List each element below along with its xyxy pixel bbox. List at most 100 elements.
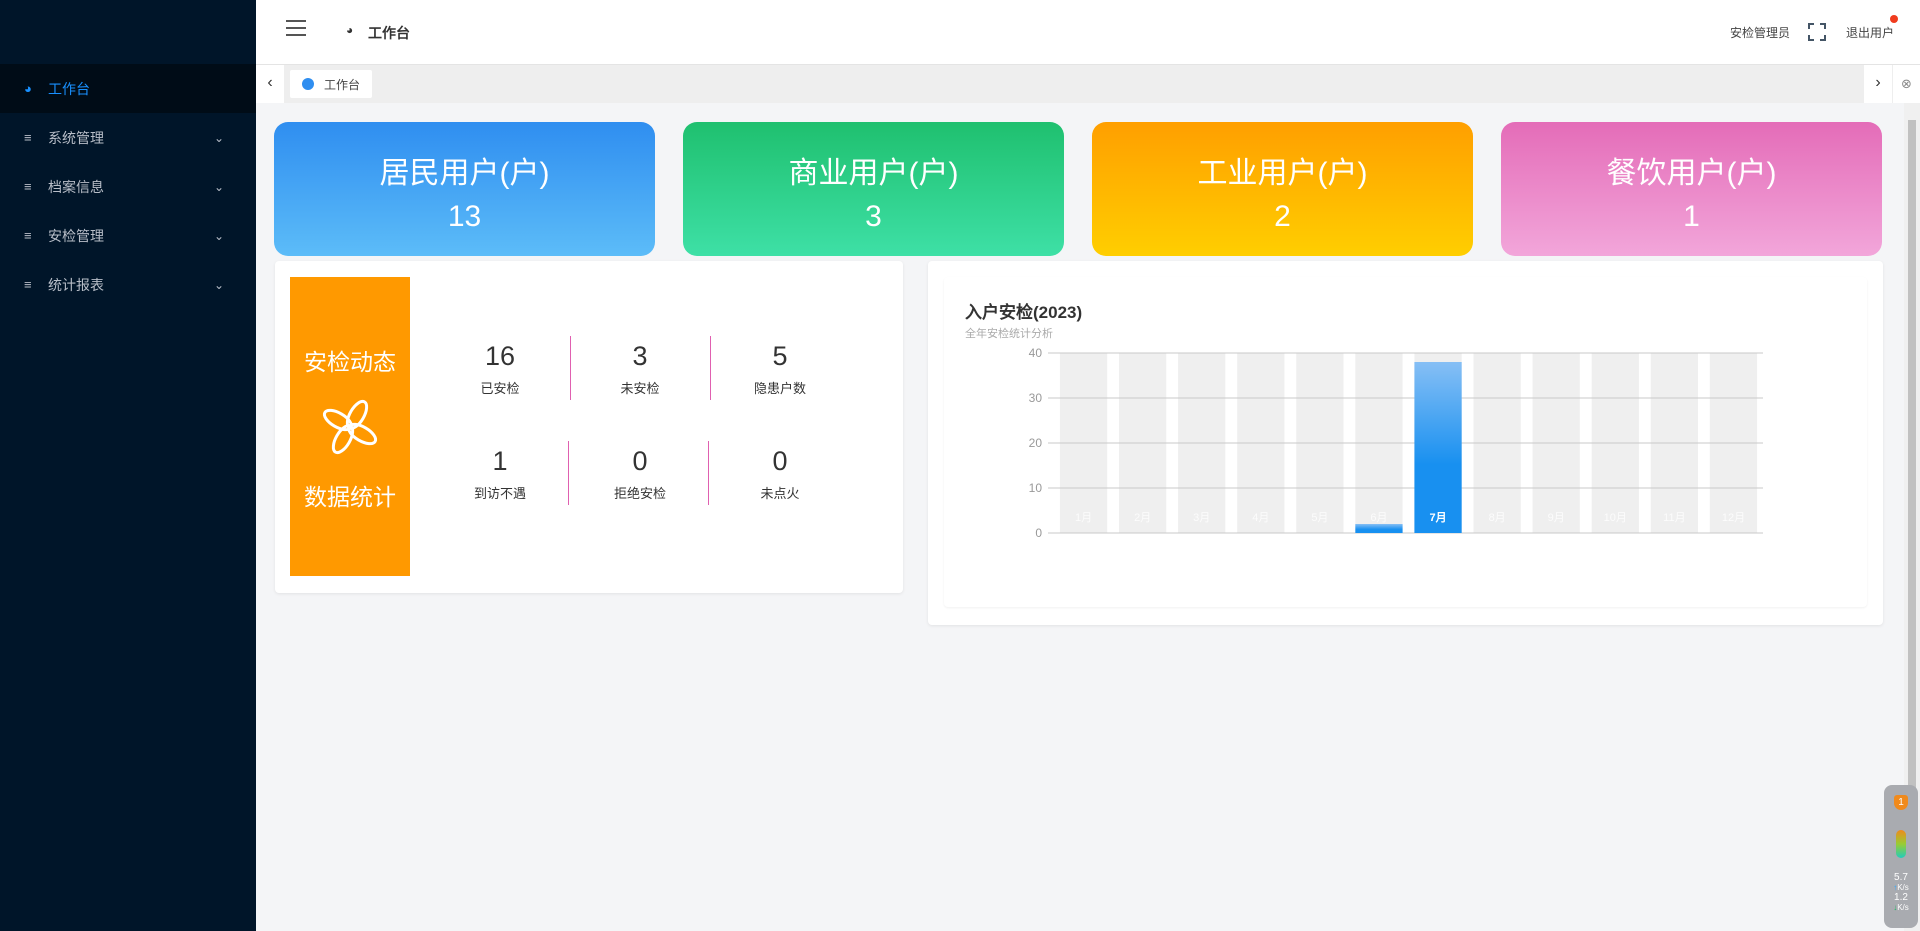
card-title: 工业用户(户): [1197, 157, 1368, 190]
stat-item: 3 未安检: [570, 341, 710, 397]
hamburger-icon[interactable]: [286, 20, 306, 36]
stat-value: 3: [632, 341, 648, 371]
tab-bar: ‹ 工作台 › ⊗: [256, 64, 1920, 103]
tab-label: 工作台: [324, 77, 361, 92]
sidebar-item-archive[interactable]: ≡ 档案信息 ⌄: [0, 162, 256, 211]
chart-card: 入户安检(2023) 全年安检统计分析 0 10 20 30 40 1月 2月 3月 4月 5月 6…: [944, 277, 1867, 607]
bar-6月: [1355, 524, 1403, 533]
chart-subtitle: 全年安检统计分析: [965, 328, 1053, 340]
sidebar-item-inspection[interactable]: ≡ 安检管理 ⌄: [0, 211, 256, 260]
header: ◕ 工作台 安检管理员 退出用户: [256, 0, 1920, 64]
stat-value: 0: [632, 446, 648, 476]
stat-value: 16: [484, 341, 516, 371]
dynamics-banner: 安检动态 数据统计: [290, 277, 410, 576]
planet-icon: ◕: [346, 23, 354, 37]
stat-value: 5: [772, 341, 788, 371]
stat-label: 未安检: [620, 381, 660, 396]
close-all-tabs-icon[interactable]: ⊗: [1893, 65, 1920, 103]
logout-button[interactable]: 退出用户: [1845, 26, 1894, 40]
tab-scroll-right-icon[interactable]: ›: [1864, 65, 1892, 103]
menu-lines-icon: ≡: [24, 179, 32, 194]
x-tick-label: 11月: [1663, 512, 1685, 524]
user-count-card[interactable]: 工业用户(户) 2: [1092, 122, 1473, 256]
fan-icon: [322, 399, 378, 455]
x-tick-label: 6月: [1370, 512, 1387, 524]
card-title: 商业用户(户): [788, 157, 959, 190]
bar-7月: [1414, 362, 1462, 533]
x-tick-label: 2月: [1134, 512, 1151, 524]
y-tick-label: 0: [1035, 526, 1042, 540]
stat-label: 到访不遇: [473, 486, 526, 501]
tab-workbench[interactable]: 工作台: [290, 70, 372, 98]
card-value: 3: [865, 200, 882, 233]
active-dot-icon: [302, 78, 314, 90]
planet-icon: ◕: [24, 81, 32, 96]
menu-lines-icon: ≡: [24, 130, 32, 145]
unit: K/s: [1897, 883, 1909, 892]
user-count-card[interactable]: 餐饮用户(户) 1: [1501, 122, 1882, 256]
x-tick-label: 8月: [1489, 512, 1506, 524]
sidebar-item-label: 安检管理: [48, 227, 104, 244]
dynamics-title: 安检动态: [304, 349, 396, 375]
card-title: 居民用户(户): [379, 157, 550, 190]
chevron-down-icon: ⌄: [213, 228, 224, 243]
upload-speed: 5.7: [1894, 872, 1908, 883]
chart-panel: 入户安检(2023) 全年安检统计分析 0 10 20 30 40 1月 2月 3月 4月 5月 6…: [928, 261, 1883, 625]
sidebar-item-label: 档案信息: [48, 178, 104, 195]
stat-item: 5 隐患户数: [710, 341, 850, 397]
user-count-card[interactable]: 商业用户(户) 3: [683, 122, 1064, 256]
card-value: 1: [1683, 200, 1700, 233]
gauge-icon: [1896, 830, 1906, 858]
card-value: 2: [1274, 200, 1291, 233]
notification-dot: [1890, 15, 1898, 23]
user-count-card[interactable]: 居民用户(户) 13: [274, 122, 655, 256]
stat-label: 已安检: [480, 381, 520, 396]
bar-chart: 0 10 20 30 40 1月 2月 3月 4月 5月 6月 7月 8月 9月 10月 11月 12月: [1029, 346, 1763, 540]
x-tick-label: 9月: [1548, 512, 1565, 524]
stat-item: 1 到访不遇: [430, 446, 570, 502]
tab-scroll-left-icon[interactable]: ‹: [256, 65, 284, 103]
sidebar-item-system[interactable]: ≡ 系统管理 ⌄: [0, 113, 256, 162]
stat-item: 16 已安检: [430, 341, 570, 397]
stat-item: 0 拒绝安检: [570, 446, 710, 502]
x-tick-label: 1月: [1075, 512, 1092, 524]
breadcrumb: 工作台: [368, 25, 410, 41]
sidebar-item-reports[interactable]: ≡ 统计报表 ⌄: [0, 260, 256, 309]
x-tick-label: 3月: [1193, 512, 1210, 524]
chevron-down-icon: ⌄: [213, 179, 224, 194]
chevron-down-icon: ⌄: [213, 277, 224, 292]
menu-lines-icon: ≡: [24, 228, 32, 243]
stat-label: 拒绝安检: [613, 486, 666, 501]
stat-value: 1: [492, 446, 508, 476]
shield-badge-icon: 1: [1894, 795, 1908, 810]
y-tick-label: 10: [1029, 481, 1043, 495]
inspection-dynamics-panel: 安检动态 数据统计 16 已安检 3 未安检 5 隐患户数 1 到访不遇 0 拒绝安检 0 未点火: [275, 261, 903, 593]
sidebar-item-label: 工作台: [48, 80, 90, 97]
stat-label: 未点火: [760, 486, 800, 501]
menu-lines-icon: ≡: [24, 277, 32, 292]
fullscreen-icon[interactable]: [1808, 23, 1826, 41]
network-widget[interactable]: 1 5.7 ↑K/s 1.2 ↓K/s: [1884, 785, 1918, 928]
chart-title: 入户安检(2023): [965, 303, 1083, 322]
stat-label: 隐患户数: [753, 381, 806, 396]
unit: K/s: [1897, 903, 1909, 912]
download-speed: 1.2: [1894, 892, 1908, 903]
card-title: 餐饮用户(户): [1606, 157, 1777, 190]
chevron-down-icon: ⌄: [213, 130, 224, 145]
sidebar-item-workbench[interactable]: ◕ 工作台: [0, 64, 256, 113]
x-tick-label: 4月: [1252, 512, 1269, 524]
scrollbar[interactable]: [1904, 103, 1920, 931]
y-tick-label: 20: [1029, 436, 1043, 450]
dynamics-subtitle: 数据统计: [304, 484, 396, 510]
sidebar-item-label: 系统管理: [48, 129, 104, 146]
y-tick-label: 40: [1029, 346, 1043, 360]
y-tick-label: 30: [1029, 391, 1043, 405]
sidebar-item-label: 统计报表: [48, 276, 104, 293]
card-value: 13: [447, 200, 482, 233]
scrollbar-thumb[interactable]: [1908, 120, 1916, 800]
stat-value: 0: [772, 446, 788, 476]
x-tick-label: 12月: [1722, 512, 1745, 524]
current-user: 安检管理员: [1729, 26, 1790, 40]
x-tick-label: 10月: [1604, 512, 1627, 524]
x-tick-label: 5月: [1311, 512, 1328, 524]
